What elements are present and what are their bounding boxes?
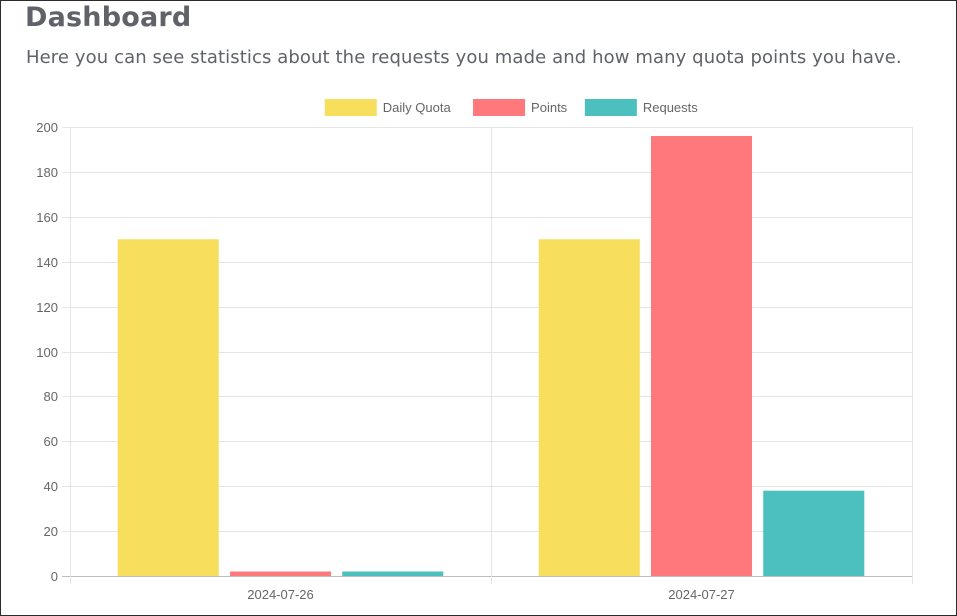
y-tick-label: 100 xyxy=(36,345,58,360)
page-title: Dashboard xyxy=(25,2,192,33)
y-tick-label: 160 xyxy=(36,210,58,225)
bar-points-2024-07-26 xyxy=(229,571,332,576)
bar-layer xyxy=(117,135,865,577)
legend-item-requests[interactable]: Requests xyxy=(584,99,698,116)
y-tick-label: 80 xyxy=(44,389,58,404)
bar-daily-quota-2024-07-26 xyxy=(117,239,219,576)
x-tick-label: 2024-07-27 xyxy=(668,587,735,602)
legend-swatch-points xyxy=(473,99,526,116)
chart-legend[interactable]: Daily Quota Points Requests xyxy=(324,99,699,116)
y-tick-label: 120 xyxy=(36,300,58,315)
y-tick-label: 0 xyxy=(51,569,58,584)
bar-daily-quota-2024-07-27 xyxy=(538,239,640,576)
legend-label-points: Points xyxy=(531,100,568,115)
legend-label-requests: Requests xyxy=(643,100,698,115)
y-tick-label: 60 xyxy=(44,434,58,449)
bar-requests-2024-07-27 xyxy=(763,490,865,576)
bar-points-2024-07-27 xyxy=(650,135,753,577)
legend-label-daily-quota: Daily Quota xyxy=(383,100,452,115)
bar-requests-2024-07-26 xyxy=(342,571,444,576)
y-tick-label: 140 xyxy=(36,255,58,270)
y-tick-label: 180 xyxy=(36,165,58,180)
y-tick-label: 40 xyxy=(44,479,58,494)
legend-item-daily-quota[interactable]: Daily Quota xyxy=(324,99,452,116)
legend-swatch-requests xyxy=(584,99,637,116)
legend-item-points[interactable]: Points xyxy=(473,99,568,116)
axis-layer: 0 20 40 60 80 100 120 140 160 180 200 2024-07-26 202… xyxy=(36,120,734,602)
y-tick-label: 20 xyxy=(44,524,58,539)
legend-swatch-daily-quota xyxy=(324,99,377,116)
y-tick-label: 200 xyxy=(36,120,58,135)
page-subtitle: Here you can see statistics about the re… xyxy=(26,47,902,68)
x-tick-label: 2024-07-26 xyxy=(247,587,314,602)
